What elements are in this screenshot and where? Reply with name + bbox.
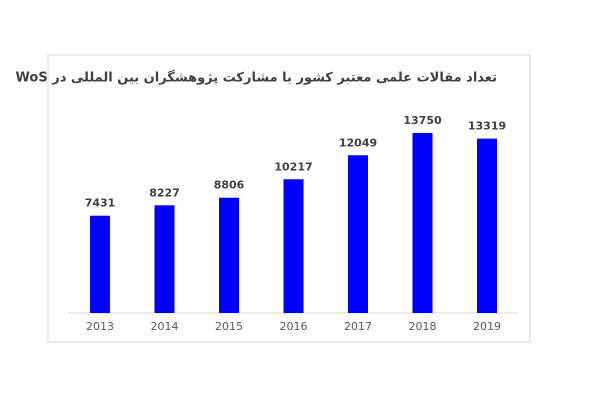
x-tick-label: 2014 — [151, 320, 179, 333]
data-label: 10217 — [274, 160, 312, 173]
x-tick-label: 2018 — [409, 320, 437, 333]
bar — [348, 155, 368, 313]
data-label: 8806 — [214, 179, 245, 192]
x-tick-label: 2017 — [344, 320, 372, 333]
bar — [412, 133, 433, 313]
bar — [477, 138, 497, 313]
chart-title: تعداد مقالات علمی معتبر کشور با مشارکت پ… — [16, 70, 497, 86]
bar — [90, 215, 110, 313]
data-label: 13750 — [403, 114, 442, 127]
x-tick-label: 2016 — [280, 320, 308, 333]
bar — [219, 197, 239, 313]
bar — [154, 205, 175, 313]
data-label: 12049 — [339, 136, 377, 149]
data-label: 13319 — [468, 120, 506, 133]
x-tick-label: 2013 — [86, 320, 114, 333]
x-tick-label: 2019 — [473, 320, 501, 333]
data-label: 7431 — [85, 197, 116, 210]
bar — [283, 179, 304, 313]
data-label: 8227 — [149, 186, 180, 199]
x-tick-label: 2015 — [215, 320, 243, 333]
